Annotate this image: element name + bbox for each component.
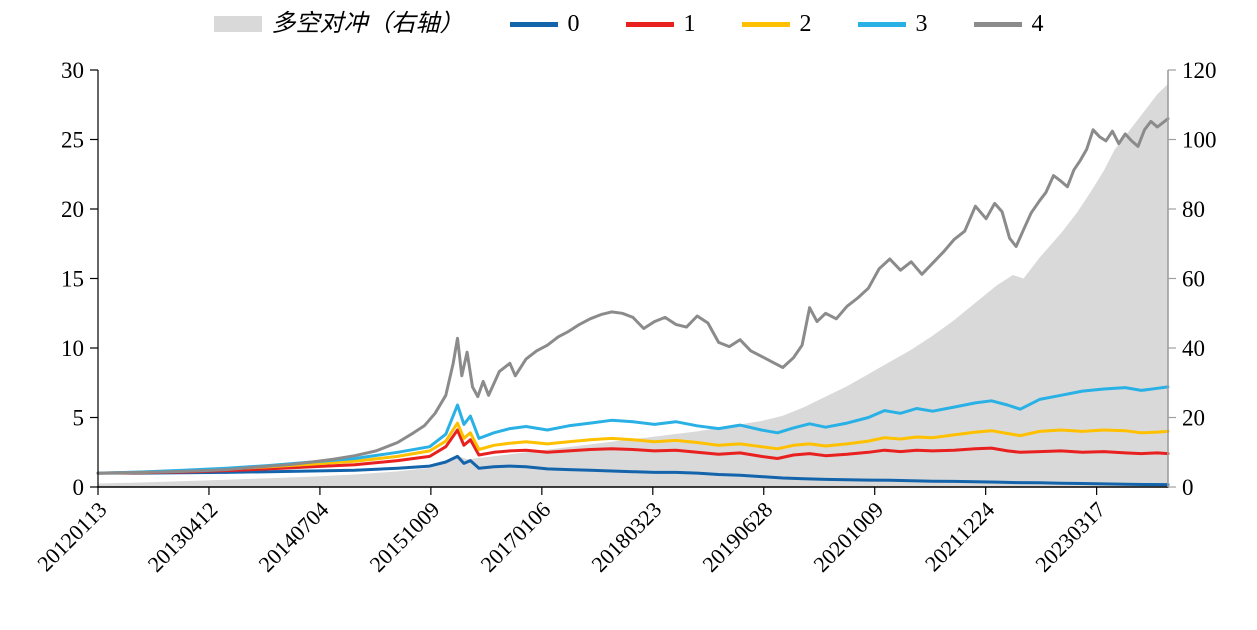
legend-line-swatch: [857, 21, 906, 27]
left-axis-tick-label: 30: [61, 58, 84, 83]
series-line-1: [96, 428, 1170, 475]
x-axis-tick-label: 20230317: [1030, 497, 1110, 577]
x-axis-tick-label: 20170106: [475, 497, 555, 577]
left-axis-tick-label: 15: [61, 267, 84, 292]
legend-item: 4: [973, 11, 1044, 37]
legend-line-swatch: [625, 21, 674, 27]
legend-item: 1: [625, 11, 696, 37]
series-line-3: [96, 385, 1170, 475]
right-axis-tick-label: 20: [1182, 406, 1205, 431]
legend-label: 1: [683, 11, 696, 37]
legend-label: 0: [567, 11, 580, 37]
x-axis-tick-label: 20211224: [920, 497, 999, 576]
series-line-4: [96, 117, 1170, 475]
legend-item: 0: [509, 11, 580, 37]
x-axis-tick-label: 20201009: [808, 497, 888, 577]
legend-label: 4: [1031, 11, 1044, 37]
x-axis-tick-label: 20140704: [254, 497, 334, 577]
right-axis-tick-label: 60: [1182, 267, 1205, 292]
x-axis-tick-label: 20130412: [143, 497, 223, 577]
hedge-area-series: [98, 83, 1168, 488]
x-axis-tick-label: 20151009: [365, 497, 445, 577]
right-axis-tick-label: 120: [1182, 58, 1217, 83]
legend-label: 2: [799, 11, 812, 37]
legend-label: 多空对冲（右轴）: [271, 11, 464, 37]
series-line-2: [96, 421, 1170, 475]
legend-label: 3: [915, 11, 928, 37]
series-line-0: [96, 454, 1170, 487]
x-axis-tick-label: 20120113: [32, 497, 111, 576]
left-axis-tick-label: 20: [61, 197, 84, 222]
legend-item: 多空对冲（右轴）: [213, 11, 464, 37]
left-axis-tick-label: 5: [73, 406, 85, 431]
x-axis-tick-label: 20180323: [586, 497, 666, 577]
right-axis-tick-label: 0: [1182, 475, 1194, 500]
legend-area-swatch: [213, 16, 262, 32]
left-axis-tick-label: 25: [61, 128, 84, 153]
legend-line-swatch: [509, 21, 558, 27]
right-axis-tick-label: 80: [1182, 197, 1205, 222]
x-axis-tick-label: 20190628: [697, 497, 777, 577]
legend-item: 3: [857, 11, 928, 37]
chart-legend: 多空对冲（右轴） 0 1 2 3 4: [213, 11, 1044, 37]
legend-item: 2: [741, 11, 812, 37]
left-axis-tick-label: 0: [73, 475, 85, 500]
legend-line-swatch: [741, 21, 790, 27]
right-axis-tick-label: 100: [1182, 128, 1217, 153]
left-axis-tick-label: 10: [61, 336, 84, 361]
right-axis-tick-label: 40: [1182, 336, 1205, 361]
legend-line-swatch: [973, 21, 1022, 27]
